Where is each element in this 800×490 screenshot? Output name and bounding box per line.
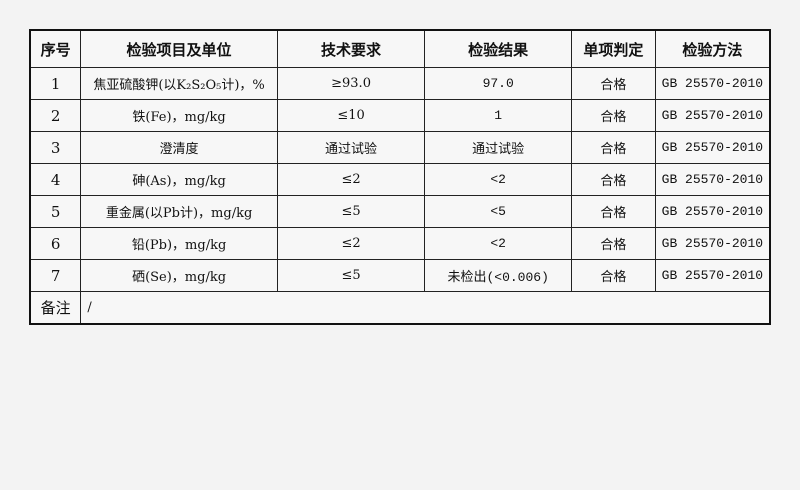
cell-no: 2	[29, 99, 82, 132]
table-row: 1 焦亚硫酸钾(以K₂S₂O₅计)，% ≥93.0 97.0 合格 GB 25570-20…	[29, 67, 771, 100]
cell-judgement: 合格	[571, 259, 656, 292]
cell-requirement: ≤2	[276, 227, 426, 260]
cell-requirement: ≤10	[276, 99, 426, 132]
cell-item: 铅(Pb)，mg/kg	[80, 227, 278, 260]
remarks-label: 备注	[29, 291, 82, 325]
table-row: 4 砷(As)，mg/kg ≤2 <2 合格 GB 25570-2010	[29, 163, 771, 196]
cell-item: 重金属(以Pb计)，mg/kg	[80, 195, 278, 228]
cell-result: 97.0	[424, 67, 573, 100]
cell-requirement: 通过试验	[276, 131, 426, 164]
header-requirement: 技术要求	[276, 29, 426, 68]
cell-no: 6	[29, 227, 82, 260]
cell-result: 未检出(<0.006)	[424, 259, 573, 292]
inspection-table: 序号 检验项目及单位 技术要求 检验结果 单项判定 检验方法 1 焦亚硫酸钾(以K…	[29, 29, 771, 325]
table-row: 3 澄清度 通过试验 通过试验 合格 GB 25570-2010	[29, 131, 771, 164]
header-result: 检验结果	[424, 29, 573, 68]
cell-method: GB 25570-2010	[654, 259, 771, 292]
cell-no: 1	[29, 67, 82, 100]
remarks-row: 备注 /	[29, 291, 771, 325]
cell-method: GB 25570-2010	[654, 131, 771, 164]
cell-method: GB 25570-2010	[654, 195, 771, 228]
cell-no: 4	[29, 163, 82, 196]
cell-item: 硒(Se)，mg/kg	[80, 259, 278, 292]
cell-requirement: ≤5	[276, 195, 426, 228]
cell-judgement: 合格	[571, 195, 656, 228]
cell-judgement: 合格	[571, 163, 656, 196]
table-row: 6 铅(Pb)，mg/kg ≤2 <2 合格 GB 25570-2010	[29, 227, 771, 260]
cell-judgement: 合格	[571, 227, 656, 260]
remarks-value: /	[80, 291, 771, 325]
cell-method: GB 25570-2010	[654, 163, 771, 196]
cell-method: GB 25570-2010	[654, 67, 771, 100]
table-row: 5 重金属(以Pb计)，mg/kg ≤5 <5 合格 GB 25570-2010	[29, 195, 771, 228]
cell-item: 澄清度	[80, 131, 278, 164]
cell-judgement: 合格	[571, 131, 656, 164]
cell-no: 5	[29, 195, 82, 228]
cell-no: 3	[29, 131, 82, 164]
cell-result: <2	[424, 227, 573, 260]
cell-item: 砷(As)，mg/kg	[80, 163, 278, 196]
cell-no: 7	[29, 259, 82, 292]
cell-requirement: ≤2	[276, 163, 426, 196]
cell-judgement: 合格	[571, 99, 656, 132]
cell-requirement: ≥93.0	[276, 67, 426, 100]
header-judgement: 单项判定	[571, 29, 656, 68]
cell-item: 焦亚硫酸钾(以K₂S₂O₅计)，%	[80, 67, 278, 100]
cell-result: 通过试验	[424, 131, 573, 164]
table-row: 7 硒(Se)，mg/kg ≤5 未检出(<0.006) 合格 GB 25570-2010	[29, 259, 771, 292]
cell-result: 1	[424, 99, 573, 132]
cell-result: <5	[424, 195, 573, 228]
header-no: 序号	[29, 29, 82, 68]
cell-item: 铁(Fe)，mg/kg	[80, 99, 278, 132]
cell-method: GB 25570-2010	[654, 227, 771, 260]
header-item: 检验项目及单位	[80, 29, 278, 68]
table-header-row: 序号 检验项目及单位 技术要求 检验结果 单项判定 检验方法	[29, 29, 771, 68]
cell-method: GB 25570-2010	[654, 99, 771, 132]
cell-requirement: ≤5	[276, 259, 426, 292]
cell-judgement: 合格	[571, 67, 656, 100]
table-row: 2 铁(Fe)，mg/kg ≤10 1 合格 GB 25570-2010	[29, 99, 771, 132]
cell-result: <2	[424, 163, 573, 196]
header-method: 检验方法	[654, 29, 771, 68]
